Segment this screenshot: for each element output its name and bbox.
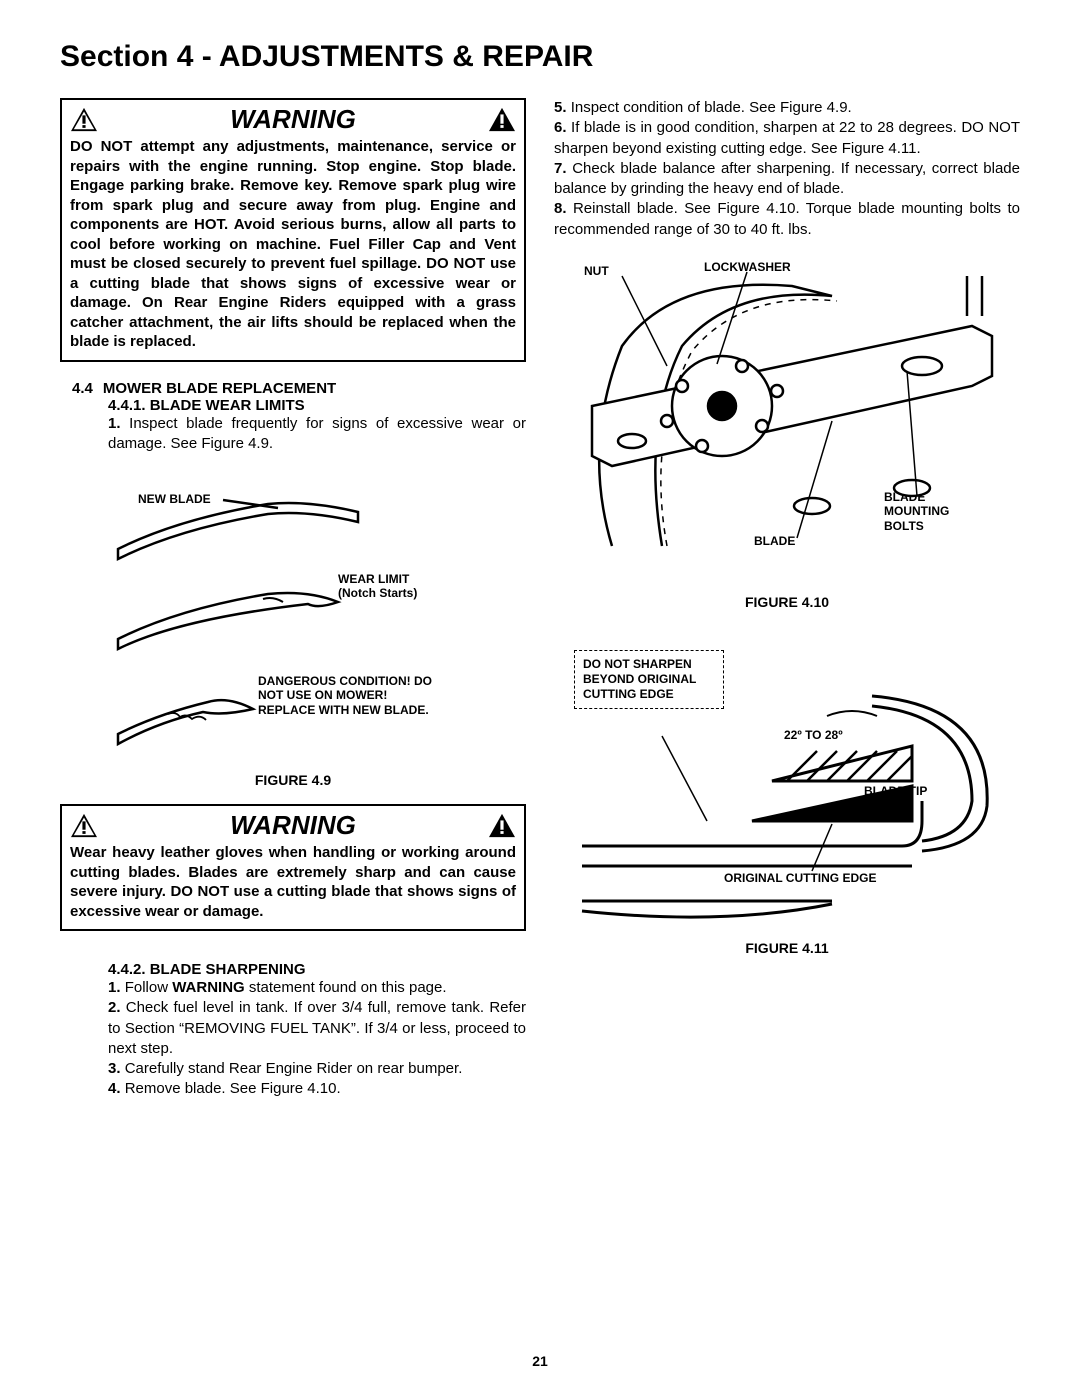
item-num: 1. — [108, 979, 121, 996]
figure-4-9-drawing: NEW BLADE WEAR LIMIT (Notch Starts) DANG… — [108, 464, 526, 764]
warning-header: WARNING — [70, 104, 516, 135]
warning-body: Wear heavy leather gloves when handling … — [70, 843, 516, 921]
page-number: 21 — [0, 1353, 1080, 1369]
item-6: 6. If blade is in good condition, sharpe… — [554, 118, 1020, 159]
subsection-num: 4.4.1. — [108, 397, 146, 414]
section-4-4-heading: 4.4 MOWER BLADE REPLACEMENT — [60, 380, 526, 397]
item-num: 4. — [108, 1080, 121, 1097]
figure-4-11-drawing: DO NOT SHARPEN BEYOND ORIGINAL CUTTING E… — [554, 646, 1020, 936]
item-7: 7. Check blade balance after sharpening.… — [554, 159, 1020, 200]
item-4-4-2-3: 3. Carefully stand Rear Engine Rider on … — [60, 1059, 526, 1079]
item-num: 3. — [108, 1060, 121, 1077]
warning-title: WARNING — [98, 810, 488, 841]
item-text-a: Follow — [125, 979, 173, 996]
page-title: Section 4 - ADJUSTMENTS & REPAIR — [60, 40, 1020, 74]
figure-4-10-svg — [554, 256, 1020, 576]
item-4-4-1-1: 1. Inspect blade frequently for signs of… — [60, 414, 526, 455]
warning-box-2: WARNING Wear heavy leather gloves when h… — [60, 804, 526, 931]
figure-4-9: NEW BLADE WEAR LIMIT (Notch Starts) DANG… — [60, 464, 526, 788]
item-4-4-2-1: 1. Follow WARNING statement found on thi… — [60, 978, 526, 998]
subsection-title: BLADE SHARPENING — [150, 961, 306, 978]
section-title: MOWER BLADE REPLACEMENT — [103, 380, 336, 397]
warning-triangle-icon — [70, 813, 98, 839]
item-8: 8. Reinstall blade. See Figure 4.10. Tor… — [554, 199, 1020, 240]
warning-triangle-icon — [488, 107, 516, 133]
item-text: Inspect blade frequently for signs of ex… — [108, 415, 526, 452]
item-text: Check blade balance after sharpening. If… — [554, 160, 1020, 197]
two-column-layout: WARNING DO NOT attempt any adjustments, … — [60, 98, 1020, 1100]
item-num: 6. — [554, 119, 567, 136]
figure-4-10: NUT LOCKWASHER BLADE BLADE MOUNTING BOLT… — [554, 256, 1020, 610]
item-text: Inspect condition of blade. See Figure 4… — [571, 99, 852, 116]
item-text-bold: WARNING — [172, 979, 245, 996]
item-text: Check fuel level in tank. If over 3/4 fu… — [108, 999, 526, 1057]
figure-4-10-drawing: NUT LOCKWASHER BLADE BLADE MOUNTING BOLT… — [554, 256, 1020, 586]
item-num: 1. — [108, 415, 121, 432]
figure-4-9-caption: FIGURE 4.9 — [60, 772, 526, 788]
section-4-4-2-heading: 4.4.2. BLADE SHARPENING — [60, 961, 526, 978]
warning-header: WARNING — [70, 810, 516, 841]
left-column: WARNING DO NOT attempt any adjustments, … — [60, 98, 526, 1100]
item-text: Remove blade. See Figure 4.10. — [125, 1080, 341, 1097]
item-text: If blade is in good condition, sharpen a… — [554, 119, 1020, 156]
item-text-c: statement found on this page. — [245, 979, 447, 996]
figure-4-10-caption: FIGURE 4.10 — [554, 594, 1020, 610]
warning-body: DO NOT attempt any adjustments, maintena… — [70, 137, 516, 352]
warning-box-1: WARNING DO NOT attempt any adjustments, … — [60, 98, 526, 362]
item-5: 5. Inspect condition of blade. See Figur… — [554, 98, 1020, 118]
section-num: 4.4 — [72, 380, 93, 397]
item-num: 2. — [108, 999, 121, 1016]
figure-4-11: DO NOT SHARPEN BEYOND ORIGINAL CUTTING E… — [554, 626, 1020, 956]
item-4-4-2-4: 4. Remove blade. See Figure 4.10. — [60, 1079, 526, 1099]
subsection-num: 4.4.2. — [108, 961, 146, 978]
warning-title: WARNING — [98, 104, 488, 135]
figure-4-9-svg — [108, 464, 468, 764]
item-text: Carefully stand Rear Engine Rider on rea… — [125, 1060, 463, 1077]
right-column: 5. Inspect condition of blade. See Figur… — [554, 98, 1020, 1100]
figure-4-11-svg — [554, 646, 1020, 926]
figure-4-11-caption: FIGURE 4.11 — [554, 940, 1020, 956]
item-num: 8. — [554, 200, 567, 217]
subsection-title: BLADE WEAR LIMITS — [150, 397, 305, 414]
section-4-4-1-heading: 4.4.1. BLADE WEAR LIMITS — [60, 397, 526, 414]
item-num: 5. — [554, 99, 567, 116]
item-num: 7. — [554, 160, 567, 177]
warning-triangle-icon — [488, 813, 516, 839]
item-text: Reinstall blade. See Figure 4.10. Torque… — [554, 200, 1020, 237]
item-4-4-2-2: 2. Check fuel level in tank. If over 3/4… — [60, 998, 526, 1059]
warning-triangle-icon — [70, 107, 98, 133]
